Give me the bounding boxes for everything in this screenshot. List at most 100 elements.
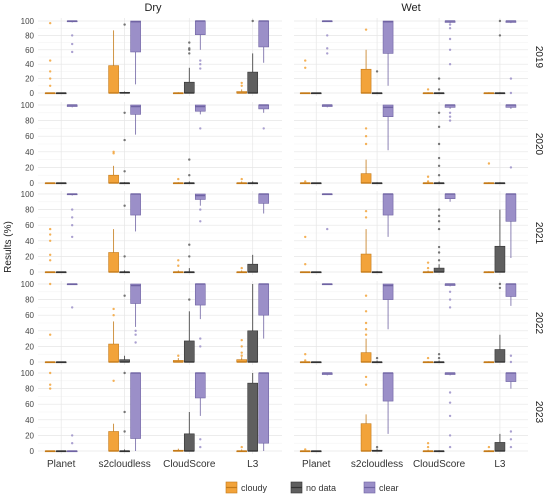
box-2023-wet-cloudscore-clear-outlier bbox=[448, 401, 452, 404]
y-tick-label: 100 bbox=[21, 17, 35, 26]
x-tick-label-cloudscore: CloudScore bbox=[413, 459, 466, 470]
box-2019-dry-planet-clear-outlier bbox=[70, 34, 74, 37]
box-2022-wet-cloudscore-no-data-outlier bbox=[437, 356, 441, 360]
box-2019-dry-cloudscore-no-data-body bbox=[183, 81, 195, 94]
box-2020-wet-s2cloudless-cloudy-outlier bbox=[364, 127, 368, 130]
box-2022-wet-cloudscore-clear-outlier bbox=[448, 306, 452, 309]
box-2023-wet-l3-no-data-body bbox=[494, 442, 506, 452]
box-2022-wet-l3-no-data-outlier bbox=[498, 282, 502, 286]
box-2023-wet-s2cloudless-cloudy-outlier bbox=[364, 375, 368, 379]
box-2022-dry-cloudscore-no-data-body bbox=[183, 340, 195, 363]
box-2019-dry-l3-no-data-body bbox=[247, 71, 259, 94]
box-2021-dry-s2cloudless-cloudy-body bbox=[108, 252, 119, 273]
box-2019-wet-planet-clear-outlier bbox=[326, 47, 329, 50]
box-2023-dry-s2cloudless-no-data-outlier bbox=[123, 371, 126, 375]
box-2019-wet-s2cloudless-clear-body bbox=[382, 20, 394, 54]
box-2021-dry-planet-clear-outlier bbox=[70, 235, 74, 239]
y-tick-label: 80 bbox=[25, 117, 34, 126]
y-tick-label: 40 bbox=[25, 60, 34, 69]
box-2023-wet-s2cloudless-cloudy-body bbox=[360, 423, 372, 452]
box-2020-wet-planet-cloudy-outlier bbox=[304, 180, 307, 183]
y-tick-label: 80 bbox=[25, 296, 34, 305]
box-2022-wet-s2cloudless-clear-body bbox=[382, 283, 394, 300]
x-tick-labels: Planet s2cloudless CloudScore L3 Planet s2clo… bbox=[47, 459, 506, 470]
box-2019-wet-cloudscore-cloudy-outlier bbox=[426, 88, 430, 91]
box-2022-wet-s2cloudless-cloudy-outlier bbox=[364, 321, 368, 325]
box-2022-dry-cloudscore-clear-outlier bbox=[199, 345, 202, 348]
box-2021-wet-cloudscore-clear-body bbox=[444, 193, 456, 199]
y-tick-label: 60 bbox=[25, 311, 34, 320]
box-2023-dry-cloudscore-clear-outlier bbox=[199, 445, 202, 449]
box-2019-dry-cloudscore-no-data-outlier bbox=[188, 52, 191, 55]
box-2020-wet-s2cloudless-cloudy-outlier bbox=[364, 142, 368, 146]
box-2020-dry-cloudscore-clear-body bbox=[194, 104, 206, 112]
box-2020-dry-s2cloudless-no-data-outlier bbox=[123, 138, 126, 142]
y-axis-label: Results (%) bbox=[3, 221, 14, 273]
column-headers: Dry Wet bbox=[144, 2, 420, 14]
legend-label: no data bbox=[306, 483, 336, 493]
x-tick-label-l3: L3 bbox=[247, 459, 259, 470]
box-2019-wet-l3-no-data-outlier bbox=[498, 19, 502, 23]
box-2019-wet-s2cloudless-cloudy-outlier bbox=[364, 28, 368, 31]
box-2021-wet-l3-no-data-body bbox=[494, 245, 506, 273]
box-2019-dry-s2cloudless-no-data-outlier bbox=[123, 23, 126, 26]
y-tick-label: 40 bbox=[25, 327, 34, 336]
box-2022-wet-l3-no-data-body bbox=[494, 349, 506, 363]
box-2019-wet-l3-no-data-outlier bbox=[498, 34, 502, 37]
box-2022-wet-l3-no-data-outlier bbox=[498, 286, 502, 290]
box-2021-wet-cloudscore-no-data-outlier bbox=[437, 251, 441, 254]
box-2020-dry-cloudscore-no-data-outlier bbox=[188, 174, 191, 177]
box-2020-wet-s2cloudless-clear-body bbox=[382, 104, 394, 117]
y-tick-label: 80 bbox=[25, 385, 34, 394]
box-2023-dry-planet-cloudy-outlier bbox=[48, 383, 52, 386]
box-2021-wet-l3-clear-body bbox=[505, 193, 517, 222]
box-2022-dry-l3-clear-body bbox=[258, 283, 270, 316]
box-2022-wet-cloudscore-cloudy-outlier bbox=[426, 356, 430, 360]
y-tick-label: 60 bbox=[25, 46, 34, 55]
box-2022-dry-planet-cloudy-outlier bbox=[48, 333, 52, 336]
y-tick-label: 100 bbox=[21, 280, 35, 289]
box-2020-wet-cloudscore-cloudy-outlier bbox=[426, 180, 430, 183]
box-2019-dry-s2cloudless-clear-body bbox=[130, 20, 141, 53]
row-label-2020: 2020 bbox=[533, 133, 544, 156]
box-2022-dry-s2cloudless-cloudy-outlier bbox=[112, 307, 115, 311]
box-2021-dry-cloudscore-clear-outlier bbox=[199, 220, 202, 223]
box-2020-wet-cloudscore-no-data-outlier bbox=[437, 111, 441, 115]
box-2020-wet-cloudscore-no-data-outlier bbox=[437, 125, 441, 129]
box-2023-dry-s2cloudless-cloudy-body bbox=[108, 431, 119, 452]
box-2022-wet-s2cloudless-cloudy-outlier bbox=[364, 328, 368, 331]
box-2019-wet-cloudscore-clear-outlier bbox=[448, 23, 452, 26]
box-2020-wet-s2cloudless-cloudy-body bbox=[360, 173, 372, 184]
box-2022-dry-s2cloudless-clear-outlier bbox=[134, 329, 137, 332]
box-2020-wet-cloudscore-clear-outlier bbox=[448, 119, 452, 122]
box-2019-dry-planet-clear-outlier bbox=[70, 50, 74, 54]
box-2021-dry-l3-clear-body bbox=[258, 193, 270, 204]
y-tick-label: 60 bbox=[25, 400, 34, 409]
box-2020-wet-l3-clear-outlier bbox=[509, 166, 513, 169]
box-2020-dry-s2cloudless-cloudy-body bbox=[108, 174, 119, 184]
column-header-wet: Wet bbox=[401, 2, 420, 14]
box-2022-wet-planet-cloudy-outlier bbox=[304, 359, 307, 362]
y-tick-label: 80 bbox=[25, 206, 34, 215]
y-tick-label: 0 bbox=[30, 89, 35, 98]
box-2023-dry-l3-no-data-body bbox=[247, 382, 259, 452]
box-2022-dry-s2cloudless-no-data-outlier bbox=[123, 294, 126, 297]
box-2021-wet-cloudscore-cloudy-outlier bbox=[426, 266, 430, 270]
box-2022-dry-l3-no-data-body bbox=[247, 330, 259, 363]
box-2019-wet-cloudscore-clear-outlier bbox=[448, 62, 452, 66]
box-2022-wet-cloudscore-no-data-outlier bbox=[437, 353, 441, 356]
box-2021-dry-cloudscore-cloudy-outlier bbox=[177, 259, 180, 262]
box-2023-wet-l3-clear-body bbox=[505, 372, 517, 382]
box-2020-dry-s2cloudless-clear-body bbox=[130, 104, 141, 115]
box-2020-dry-cloudscore-cloudy-outlier bbox=[177, 177, 180, 181]
box-2022-dry-planet-cloudy-outlier bbox=[48, 282, 52, 286]
y-tick-label: 20 bbox=[25, 252, 34, 261]
legend-item-no-data: no data bbox=[290, 481, 336, 494]
box-2020-wet-cloudscore-clear-outlier bbox=[448, 115, 452, 118]
box-2021-wet-s2cloudless-clear-body bbox=[382, 193, 394, 216]
box-2023-wet-s2cloudless-clear-body bbox=[382, 372, 394, 402]
box-marks bbox=[44, 19, 517, 453]
y-tick-label: 0 bbox=[30, 179, 35, 188]
box-2023-dry-s2cloudless-cloudy-outlier bbox=[112, 379, 115, 382]
